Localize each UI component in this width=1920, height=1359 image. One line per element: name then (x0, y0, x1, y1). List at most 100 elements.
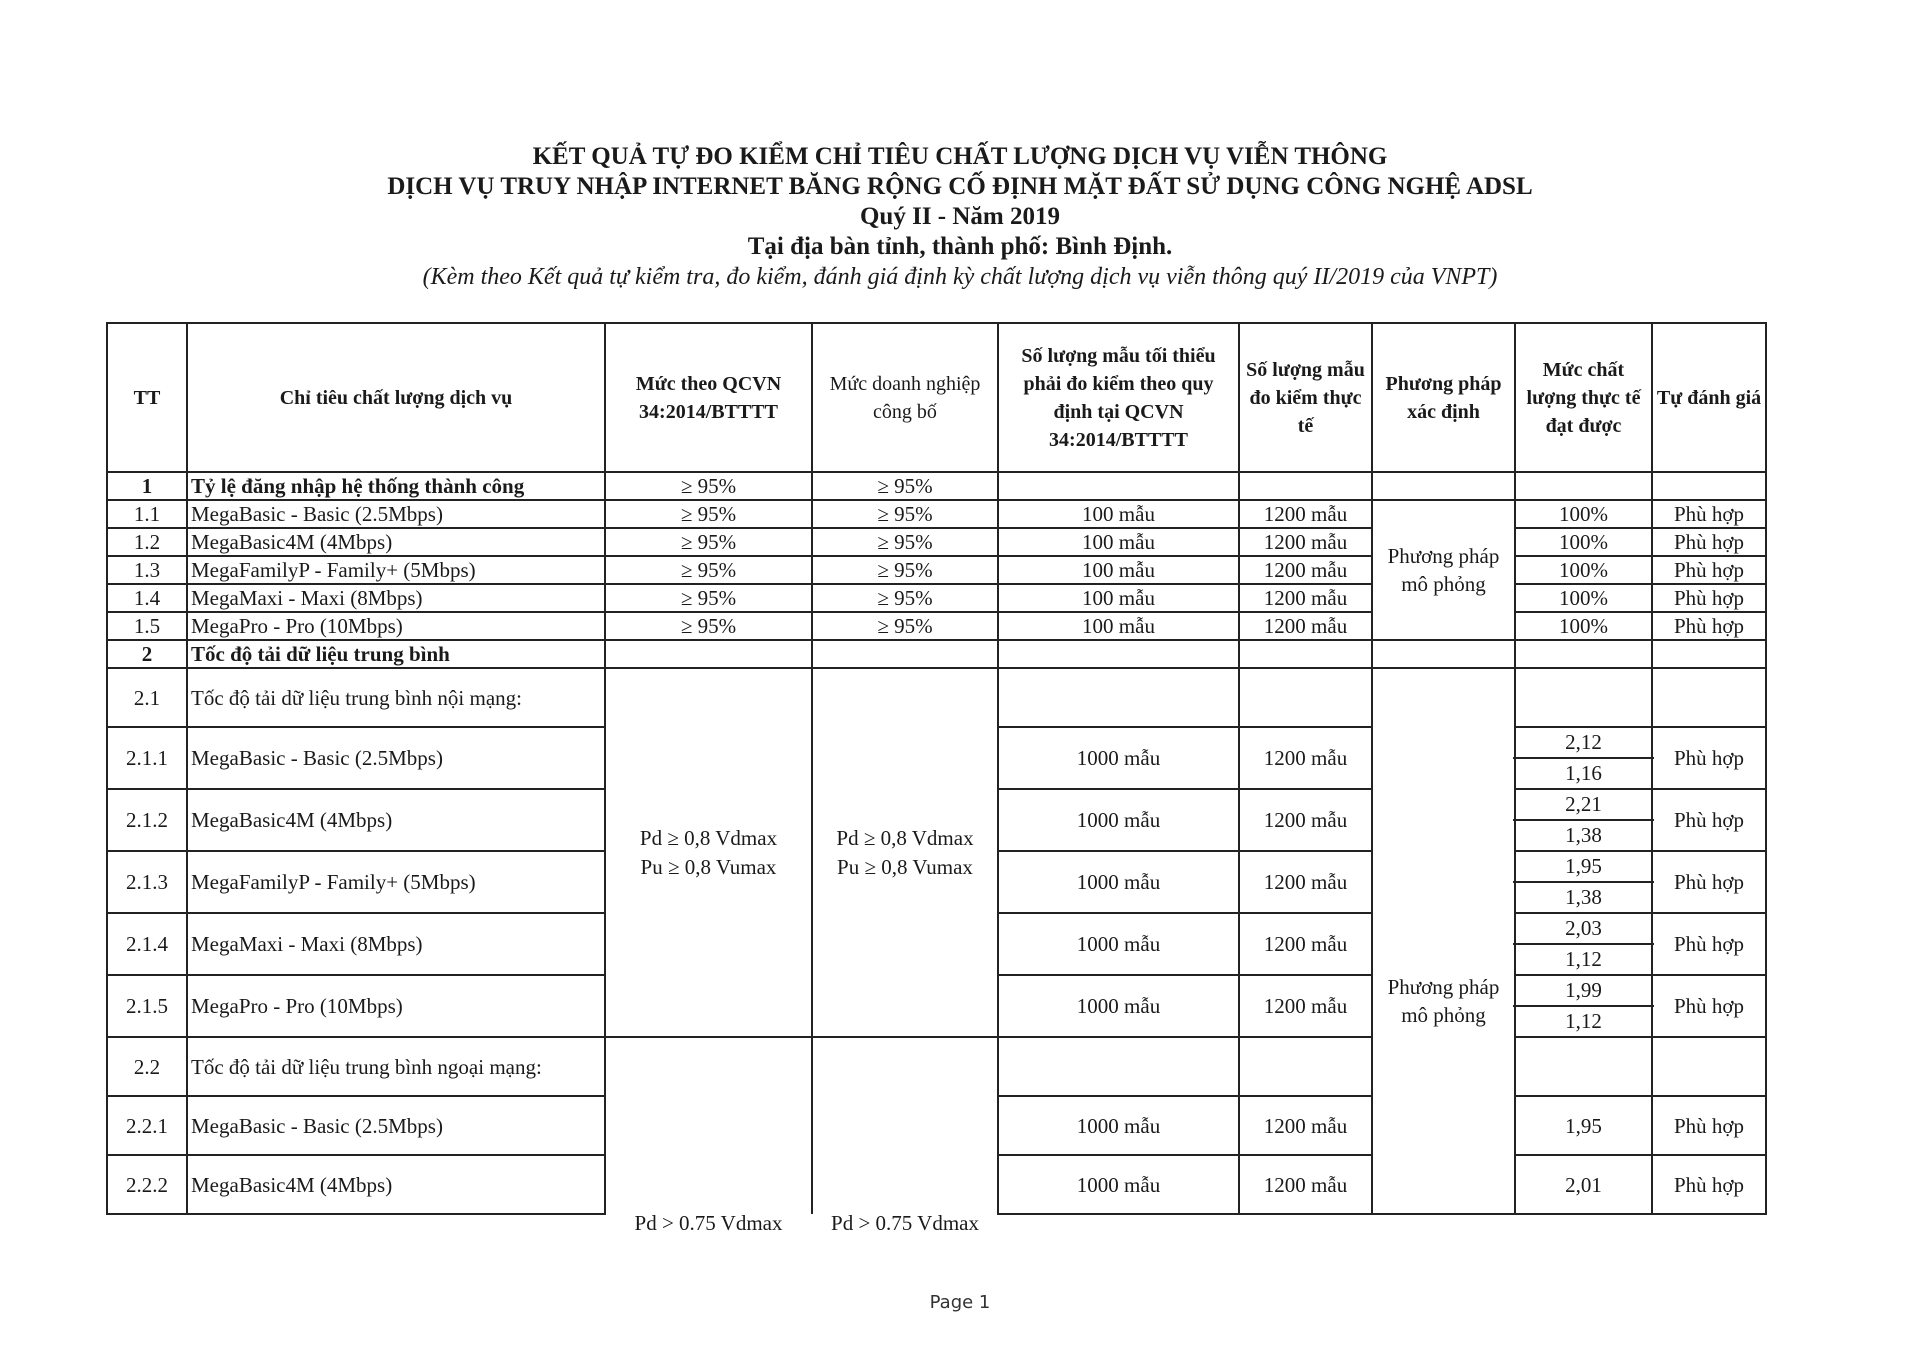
table-cell: 1200 mẫu (1238, 850, 1373, 914)
table-row: 2 Tốc độ tải dữ liệu trung bình (106, 639, 1767, 669)
table-cell: 2,12 1,16 (1513, 726, 1654, 790)
table-row: 2.2.1 MegaBasic - Basic (2.5Mbps) 1000 mẫu… (106, 1095, 1767, 1156)
table-cell: 2.2 (106, 1036, 188, 1097)
table-cell (997, 667, 1240, 728)
header-cell: Chỉ tiêu chất lượng dịch vụ (186, 322, 606, 473)
table-cell: 1,99 1,12 (1513, 974, 1654, 1038)
table-row: 2.1 Tốc độ tải dữ liệu trung bình nội mạn… (106, 667, 1767, 1215)
table-row: 1 Tỷ lệ đăng nhập hệ thống thành công ≥ 95… (106, 471, 1767, 501)
table-cell: 1000 mẫu (997, 974, 1240, 1038)
speed-upload-req: Pu ≥ 0,8 Vumax (837, 854, 973, 879)
table-cell: 1000 mẫu (997, 788, 1240, 852)
header-cell: Tự đánh giá (1651, 322, 1767, 473)
table-cell: 2.1 (106, 667, 188, 728)
table-cell: Phương pháp mô phỏng (1371, 499, 1516, 641)
table-cell: 100% (1514, 611, 1653, 641)
table-cell: 100% (1514, 527, 1653, 557)
table-cell: 2.1.1 (106, 726, 188, 790)
table-cell: 2.1.5 (106, 974, 188, 1038)
table-cell: MegaFamilyP - Family+ (5Mbps) (186, 555, 606, 585)
table-cell: 2 (106, 639, 188, 669)
table-cell: 100 mẫu (997, 527, 1240, 557)
header-cell: Số lượng mẫu tối thiểu phải đo kiểm theo… (997, 322, 1240, 473)
table-cell: ≥ 95% (604, 555, 813, 585)
title-line-1: KẾT QUẢ TỰ ĐO KIỂM CHỈ TIÊU CHẤT LƯỢNG D… (532, 143, 1388, 170)
table-cell: 100% (1514, 555, 1653, 585)
table-cell: 2,03 1,12 (1513, 912, 1654, 976)
table-cell: 1.5 (106, 611, 188, 641)
download-speed: 1,95 (1513, 852, 1654, 883)
table-cell: Tỷ lệ đăng nhập hệ thống thành công (186, 471, 606, 501)
table-cell (1514, 471, 1653, 501)
table-cell: 2.1.4 (106, 912, 188, 976)
table-cell: MegaFamilyP - Family+ (5Mbps) (186, 850, 606, 914)
table-cell: 1,95 1,38 (1513, 850, 1654, 914)
table-cell (1371, 639, 1516, 669)
upload-speed: 1,12 (1565, 947, 1602, 971)
upload-speed: 1,38 (1565, 885, 1602, 909)
table-cell: 1200 mẫu (1238, 1154, 1373, 1215)
table-row: 1.3 MegaFamilyP - Family+ (5Mbps) ≥ 95% ≥ 9… (106, 555, 1767, 585)
table-cell: MegaBasic - Basic (2.5Mbps) (186, 1095, 606, 1156)
table-cell: 100 mẫu (997, 611, 1240, 641)
table-row: 1.5 MegaPro - Pro (10Mbps) ≥ 95% ≥ 95% 100 m… (106, 611, 1767, 641)
table-cell (997, 471, 1240, 501)
table-cell: Phù hợp (1651, 611, 1767, 641)
table-cell: Pd ≥ 0,8 Vdmax Pu ≥ 0,8 Vumax (604, 667, 813, 1038)
table-cell: 100 mẫu (997, 499, 1240, 529)
table-cell: Phù hợp (1651, 1095, 1767, 1156)
table-row: 2.2 Tốc độ tải dữ liệu trung bình ngoại m… (106, 1036, 1767, 1236)
table-cell: 100 mẫu (997, 555, 1240, 585)
table-cell: MegaMaxi - Maxi (8Mbps) (186, 583, 606, 613)
table-cell: ≥ 95% (811, 555, 999, 585)
table-cell: ≥ 95% (604, 611, 813, 641)
table-cell (1238, 667, 1373, 728)
table-cell: Tốc độ tải dữ liệu trung bình nội mạng: (186, 667, 606, 728)
table-cell: Phù hợp (1651, 583, 1767, 613)
document-title-block: KẾT QUẢ TỰ ĐO KIỂM CHỈ TIÊU CHẤT LƯỢNG D… (0, 142, 1920, 292)
header-cell: Mức doanh nghiệp công bố (811, 322, 999, 473)
table-cell: MegaPro - Pro (10Mbps) (186, 611, 606, 641)
speed-download-req: Pd ≥ 0,8 Vdmax (836, 825, 974, 850)
table-cell: 2.2.1 (106, 1095, 188, 1156)
table-cell: Pd ≥ 0,8 Vdmax Pu ≥ 0,8 Vumax (811, 667, 999, 1038)
download-speed: 2,21 (1513, 790, 1654, 821)
table-cell: 2,01 (1514, 1154, 1653, 1215)
table-cell: 1,95 (1514, 1095, 1653, 1156)
download-speed: 2,03 (1513, 914, 1654, 945)
table-cell (997, 1036, 1240, 1097)
table-cell (1514, 1036, 1653, 1097)
table-cell: MegaMaxi - Maxi (8Mbps) (186, 912, 606, 976)
table-cell: 1200 mẫu (1238, 583, 1373, 613)
table-cell (1651, 667, 1767, 728)
table-cell: 1200 mẫu (1238, 499, 1373, 529)
header-cell: Mức chất lượng thực tế đạt được (1514, 322, 1653, 473)
title-note: (Kèm theo Kết quả tự kiểm tra, đo kiểm, … (422, 264, 1498, 290)
table-cell: Phù hợp (1651, 850, 1767, 914)
table-cell: 1.1 (106, 499, 188, 529)
table-cell: 1.4 (106, 583, 188, 613)
page-number: Page 1 (929, 1292, 991, 1313)
table-cell: 2.1.3 (106, 850, 188, 914)
table-cell: 1.3 (106, 555, 188, 585)
table-cell: ≥ 95% (604, 583, 813, 613)
header-cell: Số lượng mẫu đo kiểm thực tế (1238, 322, 1373, 473)
table-row: 2.1.4 MegaMaxi - Maxi (8Mbps) 1000 mẫu 1200… (106, 912, 1767, 976)
table-row: 2.1.3 MegaFamilyP - Family+ (5Mbps) 1000 m… (106, 850, 1767, 914)
title-line-2: DỊCH VỤ TRUY NHẬP INTERNET BĂNG RỘNG CỐ … (387, 173, 1533, 200)
table-cell: Phù hợp (1651, 499, 1767, 529)
speed-download-req: Pd ≥ 0,8 Vdmax (639, 825, 778, 850)
table-cell: ≥ 95% (604, 471, 813, 501)
table-cell: 1200 mẫu (1238, 912, 1373, 976)
table-cell (1651, 1036, 1767, 1097)
table-cell: Phương pháp mô phỏng (1371, 667, 1516, 1215)
table-cell: 1200 mẫu (1238, 527, 1373, 557)
table-cell: ≥ 95% (604, 527, 813, 557)
table-cell (1514, 639, 1653, 669)
table-cell (1371, 471, 1516, 501)
table-cell (997, 639, 1240, 669)
table-cell: Phù hợp (1651, 527, 1767, 557)
table-cell: 100 mẫu (997, 583, 1240, 613)
title-location: Tại địa bàn tỉnh, thành phố: Bình Định. (747, 233, 1173, 260)
table-cell: 1000 mẫu (997, 726, 1240, 790)
